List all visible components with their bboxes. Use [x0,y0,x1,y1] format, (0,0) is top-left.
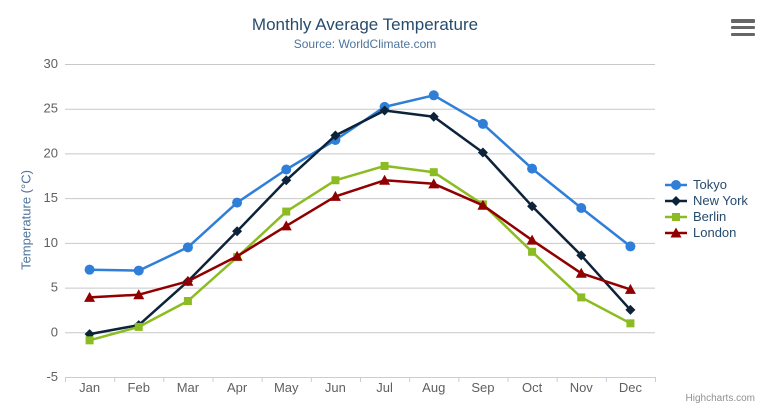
legend-marker-berlin [665,213,687,221]
y-axis-label: 5 [51,280,58,295]
data-point-marker[interactable] [625,241,636,252]
export-menu-button[interactable] [729,17,757,38]
hamburger-menu-icon [731,25,755,30]
data-point-marker[interactable] [527,201,538,212]
data-point-marker[interactable] [379,105,390,116]
legend-item-berlin[interactable]: Berlin [664,209,748,225]
legend-item-label: London [693,225,737,240]
data-point-marker[interactable] [477,118,488,129]
x-axis-label: Aug [422,380,445,395]
y-axis-label: -5 [46,369,58,384]
data-point-marker[interactable] [134,322,143,331]
data-point-marker[interactable] [575,267,587,278]
data-point-marker[interactable] [526,234,538,245]
x-axis-label: Jul [376,380,393,395]
x-axis-label: Apr [227,380,248,395]
data-point-marker [672,213,680,221]
data-point-marker[interactable] [428,90,439,101]
data-point-marker[interactable] [477,199,489,210]
x-axis-label: Nov [570,380,594,395]
x-axis-label: Mar [177,380,200,395]
hamburger-menu-icon [731,19,755,23]
data-point-marker[interactable] [577,293,586,302]
data-point-marker[interactable] [133,265,144,276]
data-point-marker[interactable] [232,197,243,208]
data-point-marker[interactable] [576,250,587,261]
legend-marker-london [665,227,687,238]
data-point-marker[interactable] [133,289,145,300]
data-point-marker[interactable] [281,175,292,186]
legend-marker-new-york [665,196,687,206]
data-point-marker[interactable] [280,220,292,231]
data-point-marker [671,196,681,206]
credits-link[interactable]: Highcharts.com [685,393,755,404]
data-point-marker[interactable] [330,130,341,141]
series-new-york [84,105,636,340]
data-point-marker[interactable] [85,336,94,345]
data-point-marker[interactable] [429,168,438,177]
series-line-new-york[interactable] [88,109,632,336]
legend-item-label: New York [693,193,748,208]
data-point-marker[interactable] [231,250,243,261]
x-axis-label: Feb [128,380,150,395]
data-point-marker[interactable] [282,207,291,216]
data-point-marker[interactable] [380,161,389,170]
series-tokyo [84,90,636,276]
x-axis-label: Jun [325,380,346,395]
data-point-marker[interactable] [281,164,292,175]
data-point-marker[interactable] [182,275,194,286]
data-point-marker[interactable] [625,304,636,315]
data-point-marker[interactable] [626,319,635,328]
y-axis-label: 15 [44,190,58,205]
y-axis-label: 20 [44,145,58,160]
series-line-london[interactable] [88,179,632,299]
x-axis-label: Oct [522,380,543,395]
data-point-marker[interactable] [477,147,488,158]
x-axis-label: Sep [471,380,494,395]
data-point-marker[interactable] [428,111,439,122]
data-point-marker[interactable] [428,178,440,189]
chart-subtitle: Source: WorldClimate.com [293,37,437,51]
series-line-tokyo[interactable] [88,94,632,272]
data-point-marker[interactable] [527,163,538,174]
x-axis-label: Jan [79,380,100,395]
series-london [84,174,636,302]
y-axis-label: 25 [44,101,58,116]
data-point-marker[interactable] [329,190,341,201]
data-point-marker[interactable] [183,296,192,305]
legend-item-london[interactable]: London [664,225,748,241]
data-point-marker[interactable] [331,176,340,185]
legend-item-label: Tokyo [693,177,727,192]
x-axis-label: May [274,380,299,395]
data-point-marker[interactable] [576,202,587,213]
legend-item-label: Berlin [693,209,727,224]
y-axis-label: 10 [44,235,58,250]
data-point-marker[interactable] [84,264,95,275]
data-point-marker [671,180,681,190]
y-axis-label: 0 [51,324,58,339]
hamburger-menu-icon [731,32,755,36]
x-axis-label: Dec [619,380,643,395]
y-axis-label: 30 [44,56,58,71]
data-point-marker [670,227,682,238]
data-point-marker[interactable] [624,283,636,294]
data-point-marker[interactable] [232,226,243,237]
data-point-marker[interactable] [182,242,193,253]
data-point-marker[interactable] [84,291,96,302]
legend-item-tokyo[interactable]: Tokyo [664,177,748,193]
legend-marker-tokyo [665,180,687,190]
legend: Tokyo New York Berlin London [664,177,748,241]
series-line-berlin[interactable] [88,164,632,342]
legend-item-new-york[interactable]: New York [664,193,748,209]
data-point-marker[interactable] [528,247,537,256]
y-axis-title: Temperature (°C) [18,170,34,270]
data-point-marker[interactable] [379,174,391,185]
chart-title: Monthly Average Temperature [251,15,479,34]
